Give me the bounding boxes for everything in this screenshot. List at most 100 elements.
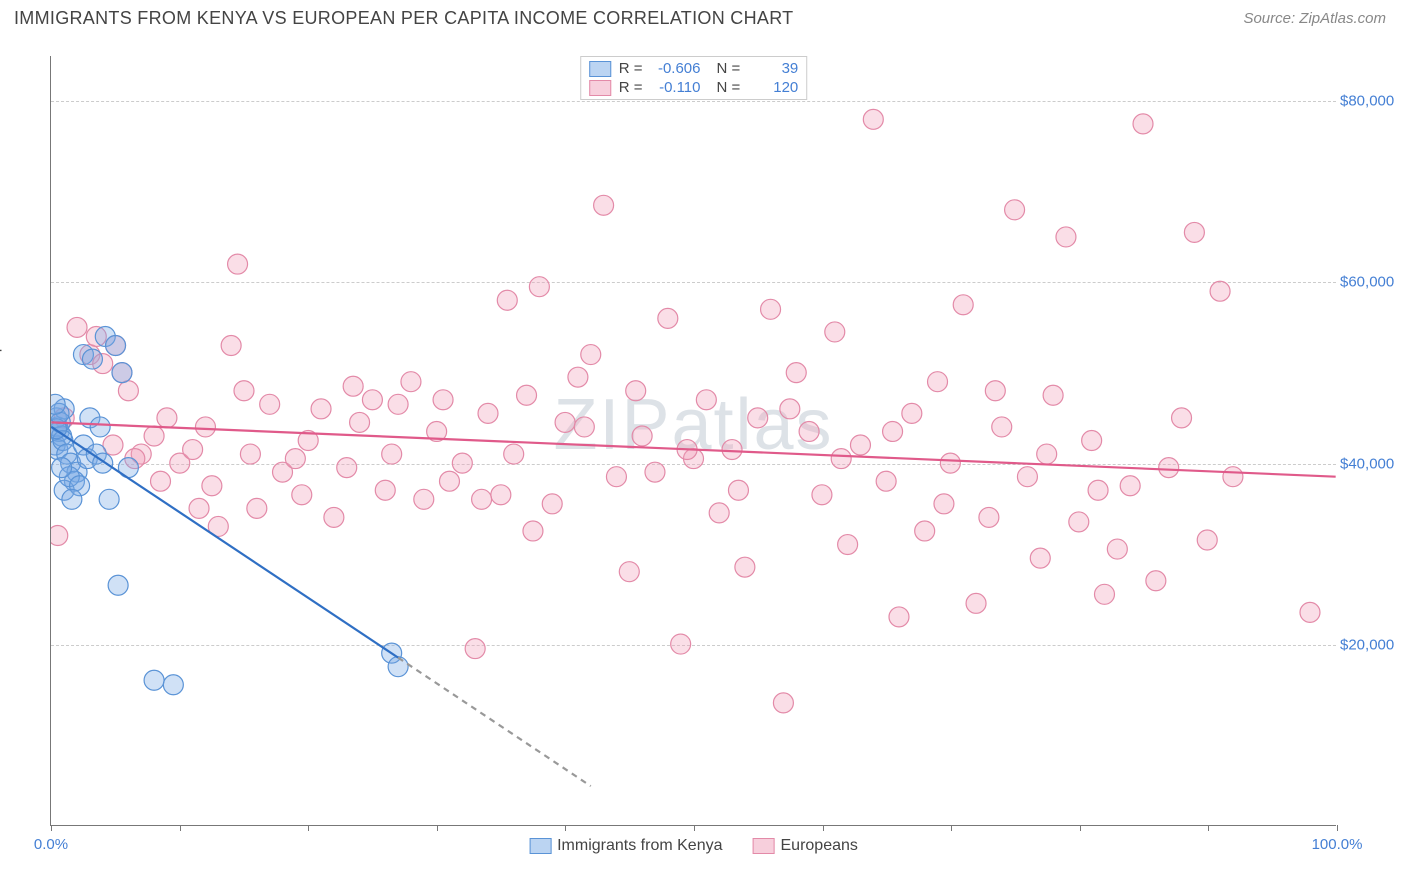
data-point [324, 507, 344, 527]
data-point [876, 471, 896, 491]
data-point [1146, 571, 1166, 591]
data-point [915, 521, 935, 541]
data-point [106, 336, 126, 356]
data-point [151, 471, 171, 491]
data-point [375, 480, 395, 500]
data-point [735, 557, 755, 577]
regression-line [398, 658, 591, 786]
data-point [99, 489, 119, 509]
source-attribution: Source: ZipAtlas.com [1243, 10, 1386, 27]
data-point [452, 453, 472, 473]
data-point [953, 295, 973, 315]
data-point [195, 417, 215, 437]
data-point [183, 440, 203, 460]
data-point [748, 408, 768, 428]
data-point [292, 485, 312, 505]
data-point [1005, 200, 1025, 220]
data-point [850, 435, 870, 455]
xtick [823, 825, 824, 831]
data-point [1172, 408, 1192, 428]
data-point [1107, 539, 1127, 559]
legend-item-europeans: Europeans [753, 837, 858, 855]
data-point [1120, 476, 1140, 496]
data-point [51, 394, 65, 414]
data-point [568, 367, 588, 387]
series-legend: Immigrants from Kenya Europeans [529, 837, 858, 855]
data-point [144, 670, 164, 690]
data-point [1223, 467, 1243, 487]
legend-item-kenya: Immigrants from Kenya [529, 837, 722, 855]
legend-label-europeans: Europeans [781, 837, 858, 855]
legend-row-kenya: R = -0.606 N = 39 [589, 59, 799, 78]
xtick [565, 825, 566, 831]
data-point [1056, 227, 1076, 247]
data-point [966, 593, 986, 613]
data-point [645, 462, 665, 482]
swatch-kenya-icon [529, 838, 551, 854]
xtick-label: 0.0% [34, 836, 68, 853]
data-point [497, 290, 517, 310]
data-point [780, 399, 800, 419]
data-point [728, 480, 748, 500]
chart-container: Per Capita Income R = -0.606 N = 39 R = … [14, 36, 1392, 856]
data-point [362, 390, 382, 410]
data-point [1030, 548, 1050, 568]
data-point [626, 381, 646, 401]
data-point [108, 575, 128, 595]
data-point [979, 507, 999, 527]
data-point [382, 444, 402, 464]
data-point [1082, 431, 1102, 451]
xtick [1080, 825, 1081, 831]
xtick [951, 825, 952, 831]
data-point [337, 458, 357, 478]
data-point [240, 444, 260, 464]
data-point [863, 109, 883, 129]
data-point [202, 476, 222, 496]
data-point [1069, 512, 1089, 532]
data-point [523, 521, 543, 541]
r-value-kenya: -0.606 [649, 60, 701, 77]
data-point [1210, 281, 1230, 301]
correlation-legend: R = -0.606 N = 39 R = -0.110 N = 120 [580, 56, 808, 100]
data-point [1017, 467, 1037, 487]
data-point [761, 299, 781, 319]
data-point [542, 494, 562, 514]
data-point [799, 421, 819, 441]
data-point [491, 485, 511, 505]
data-point [388, 657, 408, 677]
n-value-europeans: 120 [746, 79, 798, 96]
data-point [1133, 114, 1153, 134]
plot-area: R = -0.606 N = 39 R = -0.110 N = 120 ZIP… [50, 56, 1336, 826]
xtick [308, 825, 309, 831]
data-point [517, 385, 537, 405]
data-point [221, 336, 241, 356]
data-point [786, 363, 806, 383]
data-point [992, 417, 1012, 437]
data-point [1184, 222, 1204, 242]
data-point [619, 562, 639, 582]
data-point [433, 390, 453, 410]
ytick-label: $40,000 [1340, 455, 1392, 472]
data-point [581, 345, 601, 365]
data-point [594, 195, 614, 215]
data-point [343, 376, 363, 396]
data-point [1043, 385, 1063, 405]
xtick [694, 825, 695, 831]
data-point [671, 634, 691, 654]
data-point [985, 381, 1005, 401]
data-point [82, 349, 102, 369]
ytick-label: $80,000 [1340, 93, 1392, 110]
data-point [67, 317, 87, 337]
legend-label-kenya: Immigrants from Kenya [557, 837, 722, 855]
data-point [529, 277, 549, 297]
scatter-svg [51, 56, 1336, 825]
data-point [62, 489, 82, 509]
data-point [478, 403, 498, 423]
data-point [118, 381, 138, 401]
ytick-label: $60,000 [1340, 274, 1392, 291]
data-point [1159, 458, 1179, 478]
data-point [1300, 602, 1320, 622]
chart-title: IMMIGRANTS FROM KENYA VS EUROPEAN PER CA… [14, 8, 793, 29]
data-point [709, 503, 729, 523]
data-point [90, 417, 110, 437]
